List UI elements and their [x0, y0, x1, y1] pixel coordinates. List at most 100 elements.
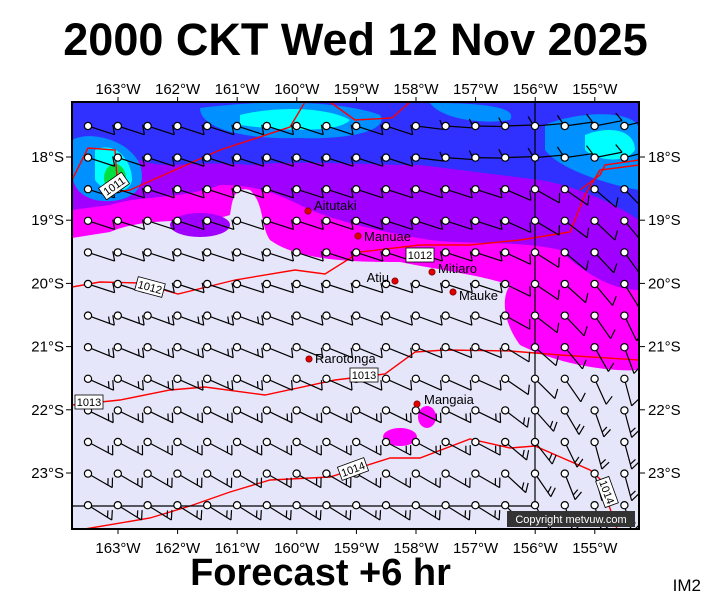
station-circle [292, 406, 301, 415]
station-circle [113, 121, 123, 131]
station-circle [590, 374, 599, 383]
station-circle [530, 153, 540, 162]
station-circle [262, 437, 271, 447]
station-circle [292, 121, 301, 131]
wind-barb [381, 501, 411, 521]
wind-barb [143, 311, 175, 326]
station-circle [113, 406, 123, 415]
wind-barb [411, 119, 445, 131]
station-circle [590, 121, 599, 131]
station-circle [352, 343, 361, 352]
wind-barb [471, 501, 501, 521]
station-circle [441, 501, 450, 510]
place-marker [428, 268, 436, 276]
place-marker [413, 400, 421, 408]
station-circle [173, 248, 182, 257]
station-circle [411, 279, 420, 289]
station-circle [352, 501, 361, 510]
wind-barb [352, 279, 384, 294]
station-circle [262, 248, 271, 257]
lon-tick-label: 163°W [95, 540, 141, 557]
wind-barb [590, 279, 617, 306]
station-circle [322, 153, 331, 162]
station-circle [292, 343, 301, 352]
wind-barb [292, 406, 323, 424]
lat-tick-label: 21°S [648, 339, 681, 356]
wind-barb [501, 248, 532, 265]
wind-barb [173, 121, 205, 136]
wind-barb [560, 469, 582, 501]
wind-barb [441, 437, 471, 456]
station-circle [202, 121, 212, 131]
station-circle [441, 279, 450, 289]
station-circle [292, 216, 301, 225]
lon-tick-label: 160°W [274, 540, 320, 557]
station-circle [173, 184, 182, 194]
lat-tick-label: 22°S [648, 402, 681, 419]
wind-barb [560, 437, 584, 468]
station-circle [322, 216, 331, 225]
wind-barb [322, 501, 352, 521]
wind-barb [560, 248, 589, 271]
map-frame [71, 101, 640, 530]
wind-barb [262, 343, 294, 359]
wind-barb [501, 469, 529, 494]
station-circle [411, 184, 420, 194]
station-circle [232, 437, 242, 447]
forecast-label: Forecast +6 hr [0, 552, 711, 595]
station-circle [143, 374, 152, 383]
wind-barb [262, 248, 295, 262]
wind-barb [113, 121, 146, 136]
wind-barb [232, 374, 264, 391]
station-circle [441, 153, 450, 162]
wind-barb [262, 184, 295, 199]
wind-barb [173, 343, 204, 359]
wind-barb [173, 184, 205, 199]
wind-barb [292, 216, 324, 231]
place-label-rarotonga: Rarotonga [315, 351, 376, 366]
wind-barb [83, 343, 115, 359]
station-circle [381, 248, 391, 257]
station-circle [501, 406, 510, 415]
station-circle [620, 153, 629, 162]
wind-barb [113, 311, 145, 326]
wind-barb [530, 248, 560, 268]
lat-tick-label: 21°S [31, 339, 64, 356]
station-circle [322, 279, 331, 289]
wind-barb [113, 437, 144, 456]
station-circle [530, 216, 540, 225]
wind-barb [501, 311, 531, 330]
wind-barb [202, 374, 234, 391]
wind-barb [292, 248, 324, 262]
wind-barb [560, 406, 585, 435]
station-circle [202, 501, 212, 510]
wind-barb [173, 437, 203, 456]
wind-barb [262, 374, 293, 391]
place-label-mauke: Mauke [459, 288, 498, 303]
station-circle [530, 406, 540, 415]
station-circle [113, 311, 123, 320]
wind-barb [411, 501, 441, 521]
place-label-mitiaro: Mitiaro [438, 261, 477, 276]
station-circle [530, 374, 540, 383]
station-circle [292, 279, 301, 289]
station-circle [322, 437, 331, 447]
lon-tick-label: 156°W [513, 540, 559, 557]
station-circle [501, 121, 510, 131]
station-circle [83, 374, 93, 383]
station-circle [560, 469, 570, 478]
wind-barb [232, 437, 263, 456]
station-circle [232, 469, 242, 478]
station-circle [530, 248, 540, 257]
station-circle [471, 501, 480, 510]
wind-barb [352, 121, 384, 136]
wind-barb [173, 501, 203, 521]
magenta-blob [383, 428, 417, 446]
wind-barb [560, 113, 594, 131]
wind-barb [352, 153, 384, 167]
wind-barb [590, 144, 623, 162]
station-circle [411, 311, 420, 320]
lon-tick-label: 162°W [155, 540, 201, 557]
wind-barb [202, 279, 235, 294]
